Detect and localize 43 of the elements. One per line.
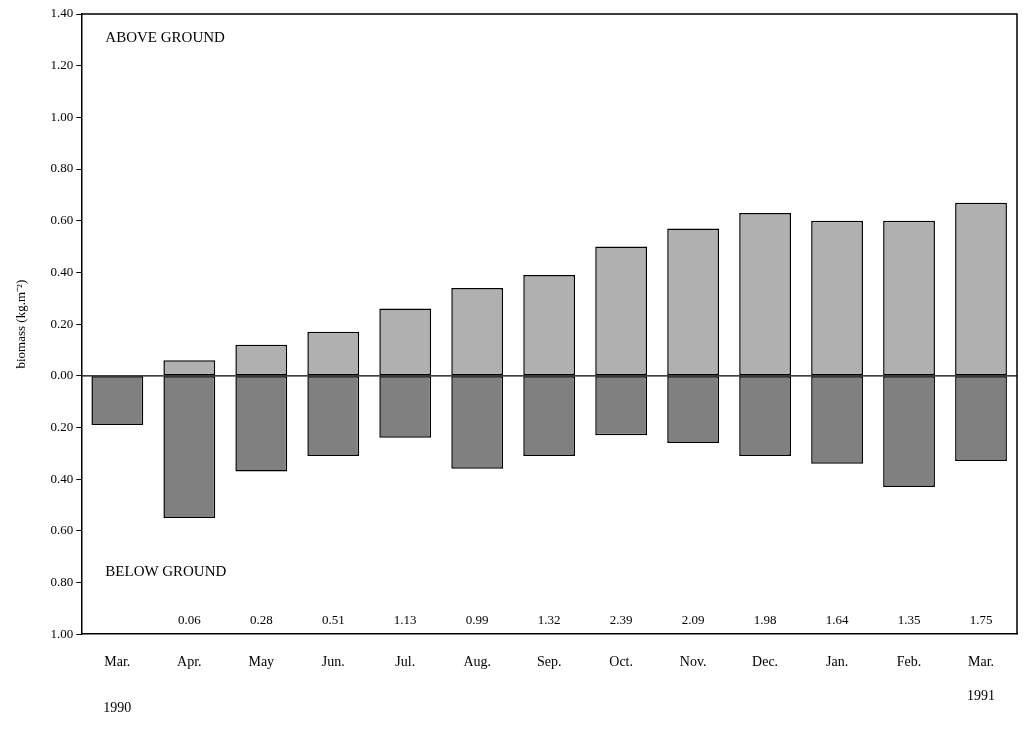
annotation: BELOW GROUND [105, 563, 227, 580]
x-tick-label: Mar. [967, 654, 995, 670]
annotation: 1.32 [537, 611, 561, 627]
x-tick-label: Jan. [825, 654, 849, 670]
x-tick-label: Jun. [321, 654, 345, 670]
x-tick-label: Apr. [177, 654, 202, 670]
y-tick-label: 0.00 [50, 367, 74, 383]
annotation: 1.13 [393, 611, 417, 627]
y-tick-label: 0.20 [50, 315, 74, 331]
x-tick-label: Jul. [395, 654, 416, 670]
x-tick-label: May [248, 654, 275, 670]
y-tick-label: 0.40 [50, 263, 74, 279]
x-tick-label: Sep. [536, 654, 562, 670]
annotation: 1.64 [825, 611, 849, 627]
annotation: 1.98 [753, 611, 777, 627]
y-tick-label: 1.00 [50, 108, 74, 124]
y-tick-label: 0.80 [50, 160, 74, 176]
annotation: 0.06 [177, 611, 202, 627]
y-axis-title: biomass (kg.m⁻²) [13, 279, 29, 369]
y-tick-label: 0.80 [50, 573, 74, 589]
y-tick-label: 0.60 [50, 212, 74, 228]
y-tick-label: 1.40 [50, 5, 74, 21]
x-tick-label: Oct. [609, 654, 634, 670]
annotation: 0.99 [465, 611, 489, 627]
annotation: 1.75 [969, 611, 993, 627]
annotation: 1.35 [897, 611, 921, 627]
x-tick-label: Aug. [463, 654, 492, 670]
y-tick-label: 1.20 [50, 57, 74, 73]
annotation: 0.28 [249, 611, 273, 627]
x-tick-label: Mar. [104, 654, 131, 670]
y-tick-label: 0.60 [50, 522, 74, 538]
annotation: ABOVE GROUND [105, 28, 226, 45]
annotation: 2.09 [681, 611, 705, 627]
x-tick-label: Nov. [679, 654, 707, 670]
annotation: 0.51 [321, 611, 345, 627]
annotation: 2.39 [609, 611, 633, 627]
x-tick-label: Feb. [896, 654, 922, 670]
y-tick-label: 0.40 [50, 470, 74, 486]
text: 1990 [103, 699, 132, 715]
y-tick-label: 1.00 [50, 625, 74, 641]
y-tick-label: 0.20 [50, 418, 74, 434]
x-tick-label: Dec. [752, 654, 779, 670]
text: 1991 [967, 687, 996, 703]
